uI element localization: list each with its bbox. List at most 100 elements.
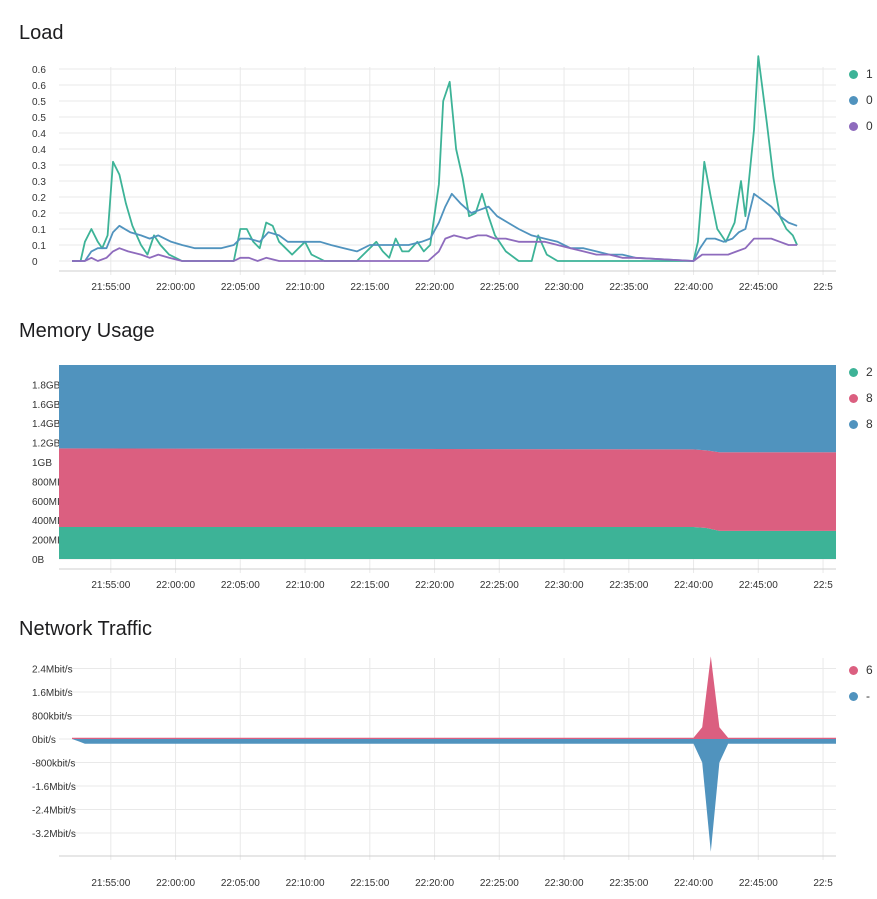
y-tick-label: 600MI <box>32 497 60 508</box>
y-tick-label: 0.4 <box>32 129 46 140</box>
x-tick-label: 22:25:00 <box>480 878 519 889</box>
x-tick-label: 22:00:00 <box>156 580 195 591</box>
network-legend-item-1[interactable]: 6 <box>849 657 877 683</box>
memory-legend-item-1[interactable]: 2 <box>849 359 877 385</box>
network-legend-item-2[interactable]: - <box>849 683 877 709</box>
y-tick-label: 0.2 <box>32 193 46 204</box>
legend-dot-icon <box>849 121 858 131</box>
y-tick-label: 0bit/s <box>32 735 56 746</box>
memory-series-1-area <box>59 526 836 559</box>
y-tick-label: 2.4Mbit/s <box>32 665 73 676</box>
legend-label: 1 <box>866 67 873 81</box>
x-tick-label: 22:45:00 <box>739 878 778 889</box>
x-tick-label: 22:20:00 <box>415 878 454 889</box>
y-tick-label: 0.2 <box>32 209 46 220</box>
legend-dot-icon <box>849 691 858 701</box>
y-tick-label: 0.6 <box>32 81 46 92</box>
memory-chart[interactable]: 0B 200MI 400MI 600MI 800MI 1GB 1.2GB 1.4GB 1.6GB… <box>0 320 848 600</box>
legend-dot-icon <box>849 393 858 403</box>
y-tick-label: 200MI <box>32 536 60 547</box>
network-series-2-area <box>72 739 836 852</box>
y-tick-label: 0.1 <box>32 225 46 236</box>
x-tick-label: 22:40:00 <box>674 878 713 889</box>
x-tick-label: 22:30:00 <box>545 580 584 591</box>
legend-label: 8 <box>866 391 873 405</box>
y-tick-label: -2.4Mbit/s <box>32 806 76 817</box>
y-tick-label: 0.1 <box>32 241 46 252</box>
x-tick-label: 22:30:00 <box>545 878 584 889</box>
y-tick-label: 0.5 <box>32 113 46 124</box>
x-tick-label: 22:25:00 <box>480 282 519 293</box>
legend-dot-icon <box>849 665 858 675</box>
x-tick-label: 22:05:00 <box>221 282 260 293</box>
x-tick-label: 22:40:00 <box>674 282 713 293</box>
x-tick-label: 22:00:00 <box>156 282 195 293</box>
x-tick-label: 22:10:00 <box>286 878 325 889</box>
x-tick-label: 22:45:00 <box>739 580 778 591</box>
legend-dot-icon <box>849 419 858 429</box>
load-panel: Load 0 0.1 0.1 0.2 0.2 0.3 0.3 0.4 0.4 0.5 0.5 0.6 0… <box>0 22 877 302</box>
memory-legend-item-2[interactable]: 8 <box>849 385 877 411</box>
x-tick-label: 22:10:00 <box>286 580 325 591</box>
legend-dot-icon <box>849 367 858 377</box>
load-series-3-line <box>72 234 798 262</box>
x-tick-label: 22:35:00 <box>609 580 648 591</box>
x-tick-label: 22:05:00 <box>221 580 260 591</box>
x-tick-label: 22:25:00 <box>480 580 519 591</box>
y-tick-label: 1.4GB <box>32 419 61 430</box>
y-tick-label: 1.8GB <box>32 380 61 391</box>
load-legend-item-3[interactable]: 0 <box>849 113 877 139</box>
network-legend: 6 - <box>849 657 877 709</box>
memory-legend-item-3[interactable]: 8 <box>849 411 877 437</box>
memory-panel: Memory Usage 0B 200MI 400MI 600MI 800MI 1GB 1.… <box>0 320 877 600</box>
load-legend-item-1[interactable]: 1 <box>849 61 877 87</box>
y-tick-label: 400MI <box>32 516 60 527</box>
legend-label: 0 <box>866 119 873 133</box>
y-tick-label: 0.3 <box>32 177 46 188</box>
memory-title: Memory Usage <box>19 320 155 342</box>
load-legend: 1 0 0 <box>849 61 877 139</box>
legend-label: - <box>866 689 870 703</box>
legend-dot-icon <box>849 95 858 105</box>
legend-dot-icon <box>849 69 858 79</box>
x-tick-label: 22:15:00 <box>350 282 389 293</box>
x-tick-label: 22:35:00 <box>609 282 648 293</box>
x-tick-label: 22:10:00 <box>286 282 325 293</box>
y-tick-label: -3.2Mbit/s <box>32 829 76 840</box>
x-tick-label: 22:5 <box>813 580 833 591</box>
x-tick-label: 22:15:00 <box>350 580 389 591</box>
x-tick-label: 21:55:00 <box>91 282 130 293</box>
load-chart[interactable]: 0 0.1 0.1 0.2 0.2 0.3 0.3 0.4 0.4 0.5 0.5 0.6 0.6 21:… <box>0 22 848 302</box>
legend-label: 6 <box>866 663 873 677</box>
network-panel: Network Traffic 2.4Mbit/s 1.6Mbit/s 800kbi… <box>0 618 877 899</box>
x-tick-label: 22:40:00 <box>674 580 713 591</box>
x-tick-label: 22:15:00 <box>350 878 389 889</box>
y-tick-label: -1.6Mbit/s <box>32 782 76 793</box>
x-tick-label: 22:45:00 <box>739 282 778 293</box>
legend-label: 0 <box>866 93 873 107</box>
load-series-2-line <box>72 192 798 262</box>
y-tick-label: 0.5 <box>32 97 46 108</box>
x-tick-label: 21:55:00 <box>91 878 130 889</box>
x-tick-label: 22:35:00 <box>609 878 648 889</box>
x-tick-label: 22:00:00 <box>156 878 195 889</box>
x-tick-label: 21:55:00 <box>91 580 130 591</box>
x-tick-label: 22:20:00 <box>415 580 454 591</box>
y-tick-label: 800kbit/s <box>32 712 72 723</box>
x-tick-label: 22:20:00 <box>415 282 454 293</box>
y-tick-label: 0 <box>32 257 38 268</box>
x-tick-label: 22:5 <box>813 282 833 293</box>
load-title: Load <box>19 22 64 44</box>
y-tick-label: 800MI <box>32 477 60 488</box>
x-tick-label: 22:5 <box>813 878 833 889</box>
x-tick-label: 22:30:00 <box>545 282 584 293</box>
load-legend-item-2[interactable]: 0 <box>849 87 877 113</box>
y-tick-label: 0.4 <box>32 145 46 156</box>
y-tick-label: 1.2GB <box>32 439 61 450</box>
y-tick-label: 0B <box>32 555 45 566</box>
y-tick-label: 1.6Mbit/s <box>32 688 73 699</box>
legend-label: 2 <box>866 365 873 379</box>
y-tick-label: 0.6 <box>32 65 46 76</box>
network-chart[interactable]: 2.4Mbit/s 1.6Mbit/s 800kbit/s 0bit/s -800kbi… <box>0 618 848 899</box>
y-tick-label: 1GB <box>32 458 52 469</box>
